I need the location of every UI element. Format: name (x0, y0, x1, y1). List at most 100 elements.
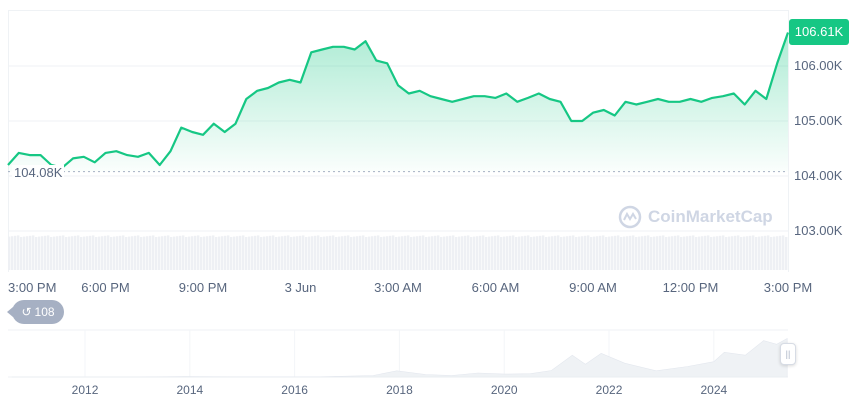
volume-bar (545, 237, 548, 270)
volume-bar (134, 235, 137, 270)
navigator-year-label: 2020 (491, 383, 518, 397)
volume-bar (509, 235, 512, 270)
volume-bar (332, 235, 335, 270)
volume-bar (590, 237, 593, 270)
volume-bar (92, 235, 95, 270)
volume-bar (164, 235, 167, 270)
volume-bar (620, 237, 623, 270)
coinmarketcap-watermark: CoinMarketCap (618, 205, 773, 229)
current-price-badge: 106.61K (789, 19, 849, 45)
volume-bar (350, 237, 353, 270)
volume-bar (326, 236, 329, 270)
volume-bar (353, 236, 356, 270)
volume-bar (248, 236, 251, 270)
volume-bar (242, 235, 245, 270)
volume-bar (179, 235, 182, 270)
volume-bar (53, 236, 56, 270)
plot-top-border (8, 10, 788, 11)
volume-bar (197, 235, 200, 270)
volume-bar (656, 236, 659, 270)
volume-bar (596, 236, 599, 270)
volume-bar (743, 236, 746, 270)
volume-bar (41, 236, 44, 270)
volume-bar (71, 236, 74, 270)
volume-bar (14, 235, 17, 270)
volume-bar (461, 236, 464, 270)
y-tick-label: 103.00K (794, 223, 843, 238)
volume-bar (413, 236, 416, 270)
volume-bar (524, 235, 527, 270)
volume-bar (494, 235, 497, 270)
volume-bar (170, 237, 173, 270)
volume-bar (335, 237, 338, 270)
volume-bar (521, 236, 524, 270)
volume-bar (407, 235, 410, 270)
volume-bar (20, 237, 23, 270)
volume-bar (518, 236, 521, 270)
watermark-text: CoinMarketCap (648, 207, 773, 226)
volume-bar (8, 236, 11, 270)
volume-bar (47, 235, 50, 270)
volume-bar (668, 236, 671, 270)
navigator-year-label: 2012 (72, 383, 99, 397)
volume-bar (602, 235, 605, 270)
volume-bar (449, 235, 452, 270)
y-tick-label: 104.00K (794, 168, 843, 183)
volume-bar (272, 235, 275, 270)
volume-bar (26, 236, 29, 270)
volume-bar (680, 237, 683, 270)
navigator-drag-handle[interactable]: || (780, 343, 796, 365)
volume-bar (374, 235, 377, 270)
volume-bar (569, 235, 572, 270)
navigator-area[interactable] (11, 337, 788, 378)
volume-bar (704, 235, 707, 270)
volume-bar (263, 236, 266, 270)
volume-bar (635, 237, 638, 270)
volume-bar (758, 236, 761, 270)
volume-bar (611, 236, 614, 270)
volume-bar (725, 237, 728, 270)
volume-bar (224, 235, 227, 270)
volume-bar (584, 235, 587, 270)
volume-bar (287, 235, 290, 270)
volume-bar (185, 237, 188, 270)
volume-bar (548, 236, 551, 270)
volume-bar (614, 235, 617, 270)
volume-bar (152, 235, 155, 270)
volume-bar (482, 235, 485, 270)
navigator-year-label: 2018 (386, 383, 413, 397)
volume-bar (296, 236, 299, 270)
volume-bar (182, 235, 185, 270)
navigator-year-label: 2024 (700, 383, 727, 397)
volume-bar (17, 235, 20, 270)
history-badge[interactable]: ↺ 108 (7, 300, 64, 324)
x-tick-label: 6:00 AM (472, 280, 520, 295)
volume-bar (257, 235, 260, 270)
volume-bar (362, 235, 365, 270)
price-line[interactable] (7, 32, 790, 169)
volume-bar (491, 236, 494, 270)
volume-bar (440, 237, 443, 270)
x-tick-label: 12:00 PM (663, 280, 719, 295)
volume-bar (689, 235, 692, 270)
volume-bar (446, 236, 449, 270)
volume-bar (557, 235, 560, 270)
volume-bar (155, 237, 158, 270)
volume-bar (608, 236, 611, 270)
volume-bar (755, 237, 758, 270)
open-price-label: 104.08K (12, 165, 65, 180)
volume-bar (650, 237, 653, 270)
volume-bar (605, 237, 608, 270)
volume-bar (779, 235, 782, 270)
volume-bar (380, 237, 383, 270)
volume-bar (284, 235, 287, 270)
volume-bar (338, 236, 341, 270)
volume-bar (749, 235, 752, 270)
volume-bar (746, 236, 749, 270)
volume-bar (278, 236, 281, 270)
volume-bar (707, 235, 710, 270)
volume-bar (458, 236, 461, 270)
volume-bar (623, 236, 626, 270)
volume-bar (716, 236, 719, 270)
volume-bar (131, 236, 134, 270)
